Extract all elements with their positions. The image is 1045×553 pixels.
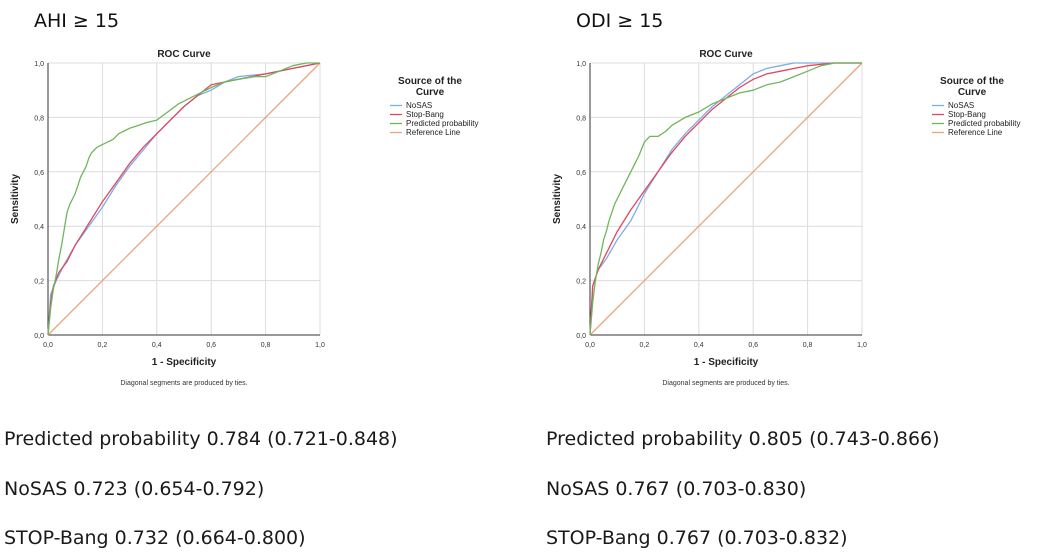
series-reference-line-line xyxy=(589,62,863,336)
stat-nosas: NoSAS 0.767 (0.703-0.830) xyxy=(546,478,807,500)
y-tick-label: 0,2 xyxy=(576,279,586,286)
legend-label-reference-line: Reference Line xyxy=(406,128,461,137)
y-tick-label: 0,6 xyxy=(34,170,44,177)
x-axis-label: 1 - Specificity xyxy=(152,357,217,368)
y-tick-label: 0,0 xyxy=(34,333,44,340)
legend-label-nosas: NoSAS xyxy=(948,101,974,110)
roc-chart-odi: ROC Curve 0,0 0,2 0,4 0,6 0,8 1,0 0,0 0,2 0,4 0,6 0… xyxy=(552,49,1020,387)
legend-label-reference-line: Reference Line xyxy=(948,128,1003,137)
series-stop-bang-line xyxy=(589,62,862,336)
legend-label-stop-bang: Stop-Bang xyxy=(948,110,986,119)
series-reference-line-line xyxy=(47,62,321,336)
y-tick-label: 0,4 xyxy=(34,224,44,231)
legend-title: Curve xyxy=(958,87,987,98)
stat-stop-bang: STOP-Bang 0.767 (0.703-0.832) xyxy=(546,527,848,549)
legend-title: Source of the xyxy=(398,76,462,87)
y-tick-label: 0,0 xyxy=(576,333,586,340)
y-tick-label: 0,8 xyxy=(34,115,44,122)
chart-title: ROC Curve xyxy=(157,49,211,60)
x-tick-label: 1,0 xyxy=(857,342,867,349)
chart-title: ROC Curve xyxy=(699,49,753,60)
legend-label-nosas: NoSAS xyxy=(406,101,432,110)
roc-chart-ahi: ROC Curve 0,0 0,2 0,4 0,6 0,8 1,0 0,0 0,2 0,4 0,6 0… xyxy=(10,49,478,387)
x-axis-label: 1 - Specificity xyxy=(694,357,759,368)
ahi-panel: AHI ≥ 15 ROC Curve 0,0 0,2 0,4 0,6 0,8 1,0 0,0 0… xyxy=(4,10,478,549)
y-tick-label: 1,0 xyxy=(576,61,586,68)
series-predicted-probability-line xyxy=(589,62,862,336)
x-tick-label: 0,6 xyxy=(748,342,758,349)
x-tick-label: 0,2 xyxy=(98,342,108,349)
x-tick-label: 1,0 xyxy=(315,342,325,349)
y-tick-label: 0,8 xyxy=(576,115,586,122)
stat-nosas: NoSAS 0.723 (0.654-0.792) xyxy=(4,478,265,500)
x-tick-label: 0,0 xyxy=(43,342,53,349)
x-tick-label: 0,8 xyxy=(803,342,813,349)
panel-title: AHI ≥ 15 xyxy=(34,10,120,32)
legend-label-predicted-probability: Predicted probability xyxy=(406,119,478,128)
footnote: Diagonal segments are produced by ties. xyxy=(120,380,247,387)
odi-panel: ODI ≥ 15 ROC Curve 0,0 0,2 0,4 0,6 0,8 1,0 0,0 0… xyxy=(542,0,1045,553)
stat-stop-bang: STOP-Bang 0.732 (0.664-0.800) xyxy=(4,527,306,549)
x-tick-label: 0,8 xyxy=(261,342,271,349)
x-tick-label: 0,6 xyxy=(206,342,216,349)
legend-title: Source of the xyxy=(940,76,1004,87)
x-tick-label: 0,2 xyxy=(640,342,650,349)
series-predicted-probability-line xyxy=(47,62,320,336)
legend-title: Curve xyxy=(416,87,445,98)
x-tick-label: 0,0 xyxy=(585,342,595,349)
series-nosas-line xyxy=(589,62,862,336)
stat-predicted-probability: Predicted probability 0.805 (0.743-0.866… xyxy=(546,428,940,450)
x-tick-label: 0,4 xyxy=(152,342,162,349)
y-axis-label: Sensitivity xyxy=(10,174,21,224)
legend-label-predicted-probability: Predicted probability xyxy=(948,119,1020,128)
legend-label-stop-bang: Stop-Bang xyxy=(406,110,444,119)
y-tick-label: 0,4 xyxy=(576,224,586,231)
y-axis-label: Sensitivity xyxy=(552,174,563,224)
footnote: Diagonal segments are produced by ties. xyxy=(662,380,789,387)
y-tick-label: 0,6 xyxy=(576,170,586,177)
panel-title: ODI ≥ 15 xyxy=(576,10,664,32)
x-tick-label: 0,4 xyxy=(694,342,704,349)
y-tick-label: 1,0 xyxy=(34,61,44,68)
y-tick-label: 0,2 xyxy=(34,279,44,286)
stat-predicted-probability: Predicted probability 0.784 (0.721-0.848… xyxy=(4,428,398,450)
